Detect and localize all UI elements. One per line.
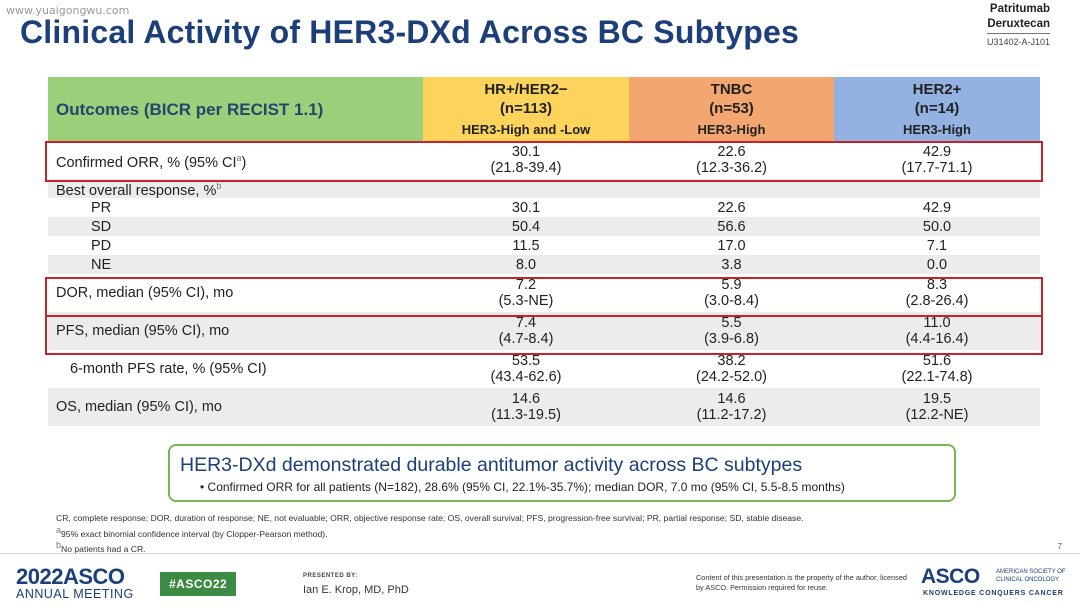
header-col-n: (n=14)	[914, 99, 960, 117]
header-col-name: HER2+	[912, 80, 962, 98]
table-cell: 11.0 (4.4-16.4)	[905, 315, 969, 347]
table-row-orr: Confirmed ORR, % (95% CIa) 30.1 (21.8-39.…	[48, 141, 1040, 179]
table-cell: 30.1 (21.8-39.4)	[490, 144, 562, 176]
header-col-sub: HER3-High and -Low	[461, 121, 591, 137]
drug-name-block: Patritumab Deruxtecan U31402-A-J101	[986, 2, 1050, 50]
table-cell: 7.1	[926, 237, 948, 254]
table-cell: 53.5 (43.4-62.6)	[490, 353, 562, 385]
key-finding-callout: HER3-DXd demonstrated durable antitumor …	[168, 444, 956, 502]
footnote-mark: a	[236, 152, 242, 163]
drug-name-line2: Deruxtecan	[987, 18, 1050, 30]
table-cell: 5.9 (3.0-8.4)	[704, 277, 759, 309]
header-tnbc: TNBC (n=53) HER3-High	[629, 77, 834, 141]
table-row-pfs: PFS, median (95% CI), mo 7.4 (4.7-8.4) 5.…	[48, 312, 1040, 350]
asco-logo: ASCO	[921, 565, 980, 588]
table-cell: 56.6	[717, 218, 746, 235]
header-col-name: TNBC	[710, 80, 753, 98]
footnote-a: a95% exact binomial confidence interval …	[56, 524, 328, 539]
table-cell: 22.6 (12.3-36.2)	[696, 144, 767, 176]
table-row-ne: NE 8.0 3.8 0.0	[48, 255, 1040, 274]
table-cell: 7.4 (4.7-8.4)	[498, 315, 554, 347]
table-cell: 8.0	[515, 256, 537, 273]
table-row-dor: DOR, median (95% CI), mo 7.2 (5.3-NE) 5.9…	[48, 274, 1040, 312]
row-label: NE	[91, 256, 112, 273]
table-cell: 14.6 (11.2-17.2)	[696, 391, 767, 423]
footnote-abbreviations: CR, complete response; DOR, duration of …	[56, 513, 804, 523]
table-cell: 42.9	[922, 199, 952, 216]
table-cell: 7.2 (5.3-NE)	[498, 277, 554, 309]
table-row-sd: SD 50.4 56.6 50.0	[48, 217, 1040, 236]
footnotes: CR, complete response; DOR, duration of …	[56, 513, 804, 555]
outcomes-table: Outcomes (BICR per RECIST 1.1) HR+/HER2−…	[48, 77, 1040, 426]
row-label-end: )	[241, 154, 247, 171]
hashtag-badge: #ASCO22	[160, 572, 237, 596]
row-label: OS, median (95% CI), mo	[56, 399, 222, 415]
society-name: AMERICAN SOCIETY OF CLINICAL ONCOLOGY	[996, 569, 1066, 583]
callout-title: HER3-DXd demonstrated durable antitumor …	[180, 454, 803, 476]
footer-bar: 2022ASCO ANNUAL MEETING #ASCO22 PRESENTE…	[0, 553, 1080, 608]
watermark: www.yuaigongwu.com	[6, 4, 130, 17]
table-cell: 17.0	[717, 237, 746, 254]
header-col-n: (n=113)	[499, 99, 553, 117]
callout-bullet-text: Confirmed ORR for all patients (N=182), …	[207, 480, 845, 494]
row-label-text: Best overall response, %	[56, 182, 217, 199]
table-row-pfs6: 6-month PFS rate, % (95% CI) 53.5 (43.4-6…	[48, 350, 1040, 388]
row-label-text: Confirmed ORR, % (95% CI	[56, 154, 237, 171]
row-label: SD	[91, 218, 112, 235]
meeting-name: ANNUAL MEETING	[16, 587, 134, 601]
row-label: 6-month PFS rate, % (95% CI)	[70, 361, 267, 377]
footnote-b: bNo patients had a CR.	[56, 539, 146, 554]
header-col-sub: HER3-High	[697, 121, 766, 137]
row-label: Best overall response, %b	[48, 179, 423, 199]
row-label: Confirmed ORR, % (95% CIa)	[48, 141, 423, 179]
table-cell: 3.8	[721, 256, 742, 273]
table-cell: 38.2 (24.2-52.0)	[696, 353, 767, 385]
row-label: PR	[91, 199, 112, 216]
presented-by-label: PRESENTED BY:	[303, 573, 358, 579]
drug-name-line1: Patritumab	[989, 3, 1050, 15]
society-tagline: KNOWLEDGE CONQUERS CANCER	[923, 590, 1064, 597]
table-cell: 11.5	[512, 237, 540, 254]
header-col-sub: HER3-High	[903, 121, 971, 137]
row-label: PD	[91, 237, 112, 254]
table-row-bor: Best overall response, %b	[48, 179, 1040, 199]
table-cell: 19.5 (12.2-NE)	[905, 391, 969, 423]
presenter-name: Ian E. Krop, MD, PhD	[303, 584, 409, 596]
header-col-name: HR+/HER2−	[484, 80, 568, 98]
header-outcomes: Outcomes (BICR per RECIST 1.1)	[48, 77, 423, 141]
table-cell: 50.0	[922, 218, 952, 235]
table-row-pd: PD 11.5 17.0 7.1	[48, 236, 1040, 255]
row-label: PFS, median (95% CI), mo	[56, 323, 230, 339]
header-her2-pos: HER2+ (n=14) HER3-High	[834, 77, 1040, 141]
table-cell: 51.6 (22.1-74.8)	[901, 353, 973, 385]
footnote-mark: b	[216, 181, 222, 192]
header-col-n: (n=53)	[709, 99, 754, 117]
table-cell: 8.3 (2.8-26.4)	[905, 277, 969, 309]
table-row-os: OS, median (95% CI), mo 14.6 (11.3-19.5) …	[48, 388, 1040, 426]
page-number: 7	[1057, 542, 1062, 551]
table-row-pr: PR 30.1 22.6 42.9	[48, 198, 1040, 217]
table-cell: 22.6	[717, 199, 746, 216]
meeting-logo: 2022ASCO	[16, 564, 125, 589]
table-header-row: Outcomes (BICR per RECIST 1.1) HR+/HER2−…	[48, 77, 1040, 141]
table-cell: 50.4	[511, 218, 541, 235]
table-cell: 0.0	[926, 256, 948, 273]
study-code: U31402-A-J101	[986, 33, 1050, 50]
slide-title: Clinical Activity of HER3-DXd Across BC …	[20, 14, 799, 50]
copyright-disclaimer: Content of this presentation is the prop…	[696, 573, 907, 592]
table-cell: 42.9 (17.7-71.1)	[901, 144, 973, 176]
row-label: DOR, median (95% CI), mo	[56, 285, 234, 301]
table-cell: 5.5 (3.9-6.8)	[704, 315, 759, 347]
table-cell: 30.1	[511, 199, 541, 216]
table-cell: 14.6 (11.3-19.5)	[491, 391, 561, 423]
callout-bullet: • Confirmed ORR for all patients (N=182)…	[200, 480, 845, 494]
header-hr-her2-neg: HR+/HER2− (n=113) HER3-High and -Low	[423, 77, 629, 141]
